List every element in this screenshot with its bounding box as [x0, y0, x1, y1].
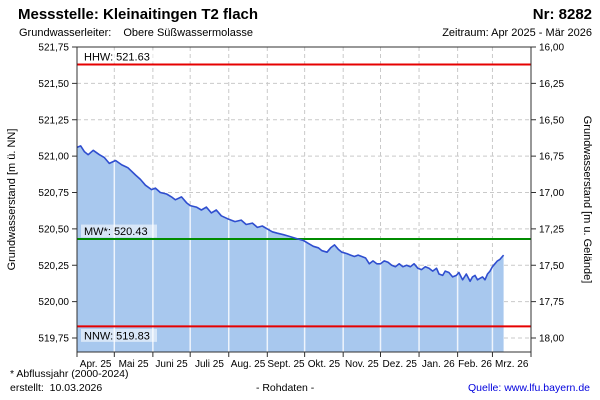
y-right-tick-label: 16,50 [539, 115, 564, 126]
footer-row: erstellt: 10.03.2026 - Rohdaten - Quelle… [10, 382, 590, 394]
ref-label-nnw: NNW: 519.83 [84, 330, 150, 342]
source-link[interactable]: Quelle: www.lfu.bayern.de [468, 382, 590, 394]
x-month-label: Sept. 25 [267, 359, 305, 370]
y-left-axis-title: Grundwasserstand [m ü. NN] [6, 129, 18, 271]
y-right-tick-label: 17,75 [539, 297, 564, 308]
y-right-tick-label: 17,00 [539, 188, 564, 199]
period-label: Zeitraum: Apr 2025 - Mär 2026 [442, 27, 592, 39]
x-month-label: Aug. 25 [231, 359, 266, 370]
y-left-tick-label: 520,50 [38, 224, 69, 235]
x-month-label: Mai 25 [119, 359, 149, 370]
y-left-tick-label: 521,75 [38, 43, 69, 54]
ref-label-bg [81, 328, 157, 342]
created-label: erstellt: 10.03.2026 [10, 382, 103, 394]
footnote: * Abflussjahr (2000-2024) [10, 368, 129, 380]
x-month-label: Apr. 25 [80, 359, 112, 370]
page-title: Messstelle: Kleinaitingen T2 flach [18, 6, 259, 23]
y-left-tick-label: 521,25 [38, 115, 69, 126]
x-month-label: Okt. 25 [308, 359, 341, 370]
y-left-tick-label: 519,75 [38, 334, 69, 345]
ref-label-hhw: HHW: 521.63 [84, 51, 150, 63]
y-left-tick-label: 520,75 [38, 188, 69, 199]
ref-label-bg [81, 49, 157, 63]
y-left-tick-label: 520,25 [38, 261, 69, 272]
y-right-tick-label: 16,00 [539, 43, 564, 54]
aquifer-value: Obere Süßwassermolasse [123, 27, 253, 39]
plot-frame [76, 46, 532, 353]
aquifer-label: Grundwasserleiter: [19, 27, 112, 39]
y-right-axis-title: Grundwasserstand [m u. Gelände] [581, 116, 593, 284]
x-month-label: Juli 25 [195, 359, 224, 370]
y-left-tick-label: 520,00 [38, 297, 69, 308]
ref-label-mw: MW*: 520.43 [84, 226, 148, 238]
x-month-label: Jan. 26 [422, 359, 455, 370]
aquifer: Grundwasserleiter: Obere Süßwassermolasse [19, 27, 253, 39]
y-right-tick-label: 17,50 [539, 261, 564, 272]
y-left-tick-label: 521,50 [38, 79, 69, 90]
x-month-label: Nov. 25 [345, 359, 379, 370]
area-fill [77, 145, 504, 352]
ref-label-bg [81, 224, 157, 238]
x-month-label: Juni 25 [155, 359, 188, 370]
y-right-tick-label: 17,25 [539, 224, 564, 235]
header-row: Messstelle: Kleinaitingen T2 flach Nr: 8… [18, 6, 592, 23]
y-left-tick-label: 521,00 [38, 152, 69, 163]
x-month-label: Dez. 25 [383, 359, 418, 370]
y-right-tick-label: 18,00 [539, 334, 564, 345]
data-curve [76, 145, 505, 283]
x-month-label: Mrz. 26 [495, 359, 529, 370]
x-month-label: Feb. 26 [458, 359, 492, 370]
y-right-tick-label: 16,25 [539, 79, 564, 90]
station-number: Nr: 8282 [532, 6, 592, 23]
rohdaten-label: - Rohdaten - [255, 382, 315, 394]
y-right-tick-label: 16,75 [539, 152, 564, 163]
subheader-row: Grundwasserleiter: Obere Süßwassermolasse… [19, 27, 592, 39]
